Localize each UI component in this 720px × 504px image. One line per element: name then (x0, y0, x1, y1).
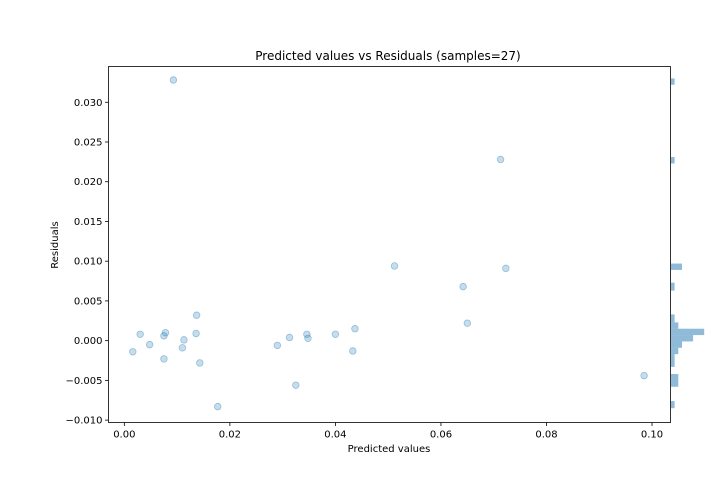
y-tick-label: −0.010 (65, 416, 102, 427)
histogram-bar (670, 282, 675, 291)
data-point (192, 329, 200, 338)
y-tick-label: 0.000 (74, 336, 103, 347)
data-point (304, 334, 312, 342)
histogram-bar (670, 328, 705, 336)
histogram-bar (670, 322, 679, 329)
data-point (285, 333, 294, 342)
histogram-bar (670, 78, 675, 85)
data-point (496, 155, 505, 164)
data-point (178, 344, 187, 352)
points-layer (129, 76, 648, 411)
data-point (273, 341, 282, 350)
data-point (390, 262, 399, 270)
data-point (160, 332, 168, 340)
x-axis-label: Predicted values (348, 444, 431, 455)
histogram-bar (670, 374, 679, 387)
y-tick-label: 0.005 (74, 296, 103, 307)
data-point (214, 402, 222, 411)
y-tick-label: 0.015 (74, 217, 103, 228)
data-point (160, 355, 168, 363)
chart-title: Predicted values vs Residuals (samples=2… (255, 49, 520, 63)
marginal-histogram (670, 78, 705, 409)
histogram-bar (670, 341, 682, 348)
data-point (180, 336, 188, 344)
data-point (351, 325, 359, 333)
x-tick-label: 0.10 (641, 430, 663, 441)
x-tick-label: 0.04 (324, 430, 346, 441)
data-point (502, 264, 510, 273)
y-tick-label: −0.005 (65, 376, 102, 387)
data-point (161, 329, 170, 337)
histogram-bar (670, 157, 675, 164)
plot-frame (108, 66, 671, 423)
data-point (331, 330, 340, 338)
x-tick-label: 0.02 (219, 430, 241, 441)
histogram-bar (670, 314, 675, 323)
histogram-bar (670, 401, 675, 409)
histogram-bar (670, 347, 679, 355)
data-point (196, 359, 204, 367)
histogram-bar (670, 360, 675, 367)
y-tick-label: 0.025 (74, 137, 103, 148)
data-point (169, 76, 178, 84)
x-axis-ticks: 0.00 0.02 0.04 0.06 0.08 0.10 (113, 422, 663, 441)
x-tick-label: 0.00 (113, 430, 135, 441)
data-point (463, 319, 472, 327)
data-point (459, 282, 467, 291)
histogram-bar (670, 354, 675, 361)
histogram-bar (670, 263, 682, 270)
data-point (349, 347, 357, 355)
data-point (640, 371, 648, 380)
y-tick-label: 0.010 (74, 257, 103, 268)
y-tick-label: 0.030 (74, 98, 103, 109)
histogram-bar (670, 335, 694, 342)
data-point (192, 311, 201, 319)
y-axis-label: Residuals (50, 221, 61, 268)
y-axis-ticks: −0.010 −0.005 0.000 0.005 0.010 0.015 0.020 0.0… (65, 98, 109, 427)
data-point (136, 330, 144, 338)
x-tick-label: 0.08 (535, 430, 557, 441)
data-point (145, 340, 154, 349)
data-point (292, 381, 300, 389)
data-point (129, 348, 137, 356)
x-tick-label: 0.06 (430, 430, 452, 441)
y-tick-label: 0.020 (74, 177, 103, 188)
data-point (303, 330, 311, 338)
